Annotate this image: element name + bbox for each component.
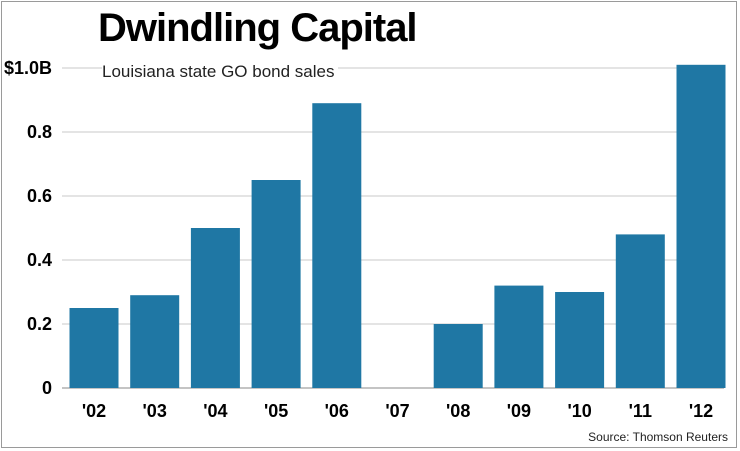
bar-0 (69, 308, 119, 388)
x-tick-label: '11 (629, 401, 652, 421)
bar-7 (494, 285, 544, 388)
x-tick-label: '08 (446, 401, 470, 421)
x-tick-label: '06 (325, 401, 349, 421)
source-note: Source: Thomson Reuters (588, 430, 728, 444)
y-tick-label: 0.2 (27, 314, 52, 334)
x-tick-label: '07 (385, 401, 409, 421)
x-tick-label: '04 (203, 401, 227, 421)
y-tick-label: 0 (42, 378, 52, 398)
y-tick-label: $1.0B (4, 58, 52, 78)
y-tick-label: 0.6 (27, 186, 52, 206)
x-tick-label: '10 (567, 401, 591, 421)
x-tick-label: '05 (264, 401, 288, 421)
x-tick-label: '03 (143, 401, 167, 421)
bar-8 (555, 292, 605, 388)
x-tick-label: '02 (82, 401, 106, 421)
x-tick-label: '09 (507, 401, 531, 421)
bar-9 (615, 234, 665, 388)
bar-6 (433, 324, 483, 388)
bar-3 (251, 180, 301, 388)
chart-title: Dwindling Capital (98, 6, 418, 50)
y-tick-label: 0.8 (27, 122, 52, 142)
chart-subtitle: Louisiana state GO bond sales (102, 62, 339, 82)
bar-1 (130, 295, 180, 388)
bar-4 (312, 103, 362, 388)
bar-2 (190, 228, 240, 388)
x-tick-label: '12 (689, 401, 713, 421)
bar-10 (676, 64, 726, 389)
y-tick-label: 0.4 (27, 250, 52, 270)
